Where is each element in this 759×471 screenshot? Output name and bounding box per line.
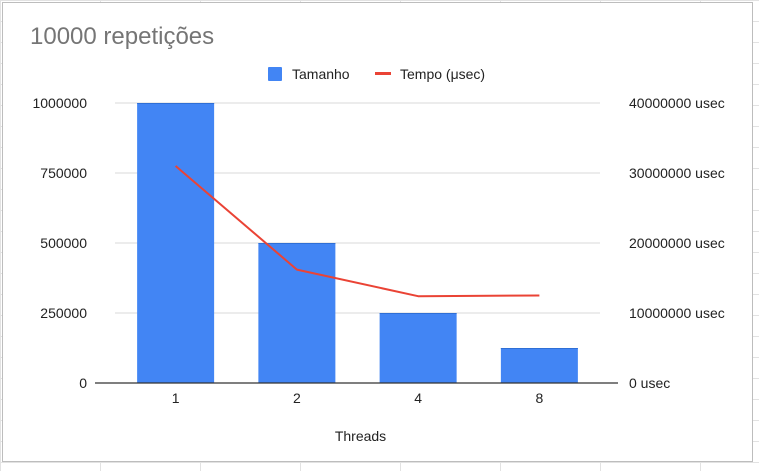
- y-tick-label-right: 30000000 usec: [629, 165, 725, 181]
- bar-2: [258, 243, 336, 383]
- y-tick-label-left: 250000: [40, 305, 87, 321]
- bar-1: [137, 103, 215, 383]
- x-tick-label: 4: [414, 390, 422, 406]
- chart-container[interactable]: 10000 repetições 0 0 usec 250000 10000000 u…: [2, 2, 753, 462]
- y-tick-label-left: 750000: [40, 165, 87, 181]
- y-tick-label-right: 40000000 usec: [629, 95, 725, 111]
- line-series-tempo: [174, 165, 540, 298]
- x-tick-label: 1: [172, 390, 180, 406]
- legend-label-tempo: Tempo (μsec): [400, 66, 485, 82]
- chart-title: 10000 repetições: [30, 23, 215, 50]
- legend-swatch-tempo: [375, 72, 391, 75]
- y-tick-label-right: 10000000 usec: [629, 305, 725, 321]
- legend-label-tamanho: Tamanho: [292, 66, 350, 82]
- y-tick-label-right: 20000000 usec: [629, 235, 725, 251]
- x-axis-title: Threads: [335, 428, 386, 444]
- x-tick-label: 8: [535, 390, 543, 406]
- bar-4: [379, 313, 457, 383]
- bar-8: [500, 348, 578, 383]
- x-tick-label: 2: [293, 390, 301, 406]
- legend-swatch-tamanho: [268, 67, 282, 81]
- y-tick-label-left: 1000000: [32, 95, 87, 111]
- y-tick-label-left: 0: [79, 375, 87, 391]
- y-tick-label-right: 0 usec: [629, 375, 670, 391]
- chart-plot-area: 0 0 usec 250000 10000000 usec 500000 20000000…: [32, 66, 725, 444]
- y-tick-label-left: 500000: [40, 235, 87, 251]
